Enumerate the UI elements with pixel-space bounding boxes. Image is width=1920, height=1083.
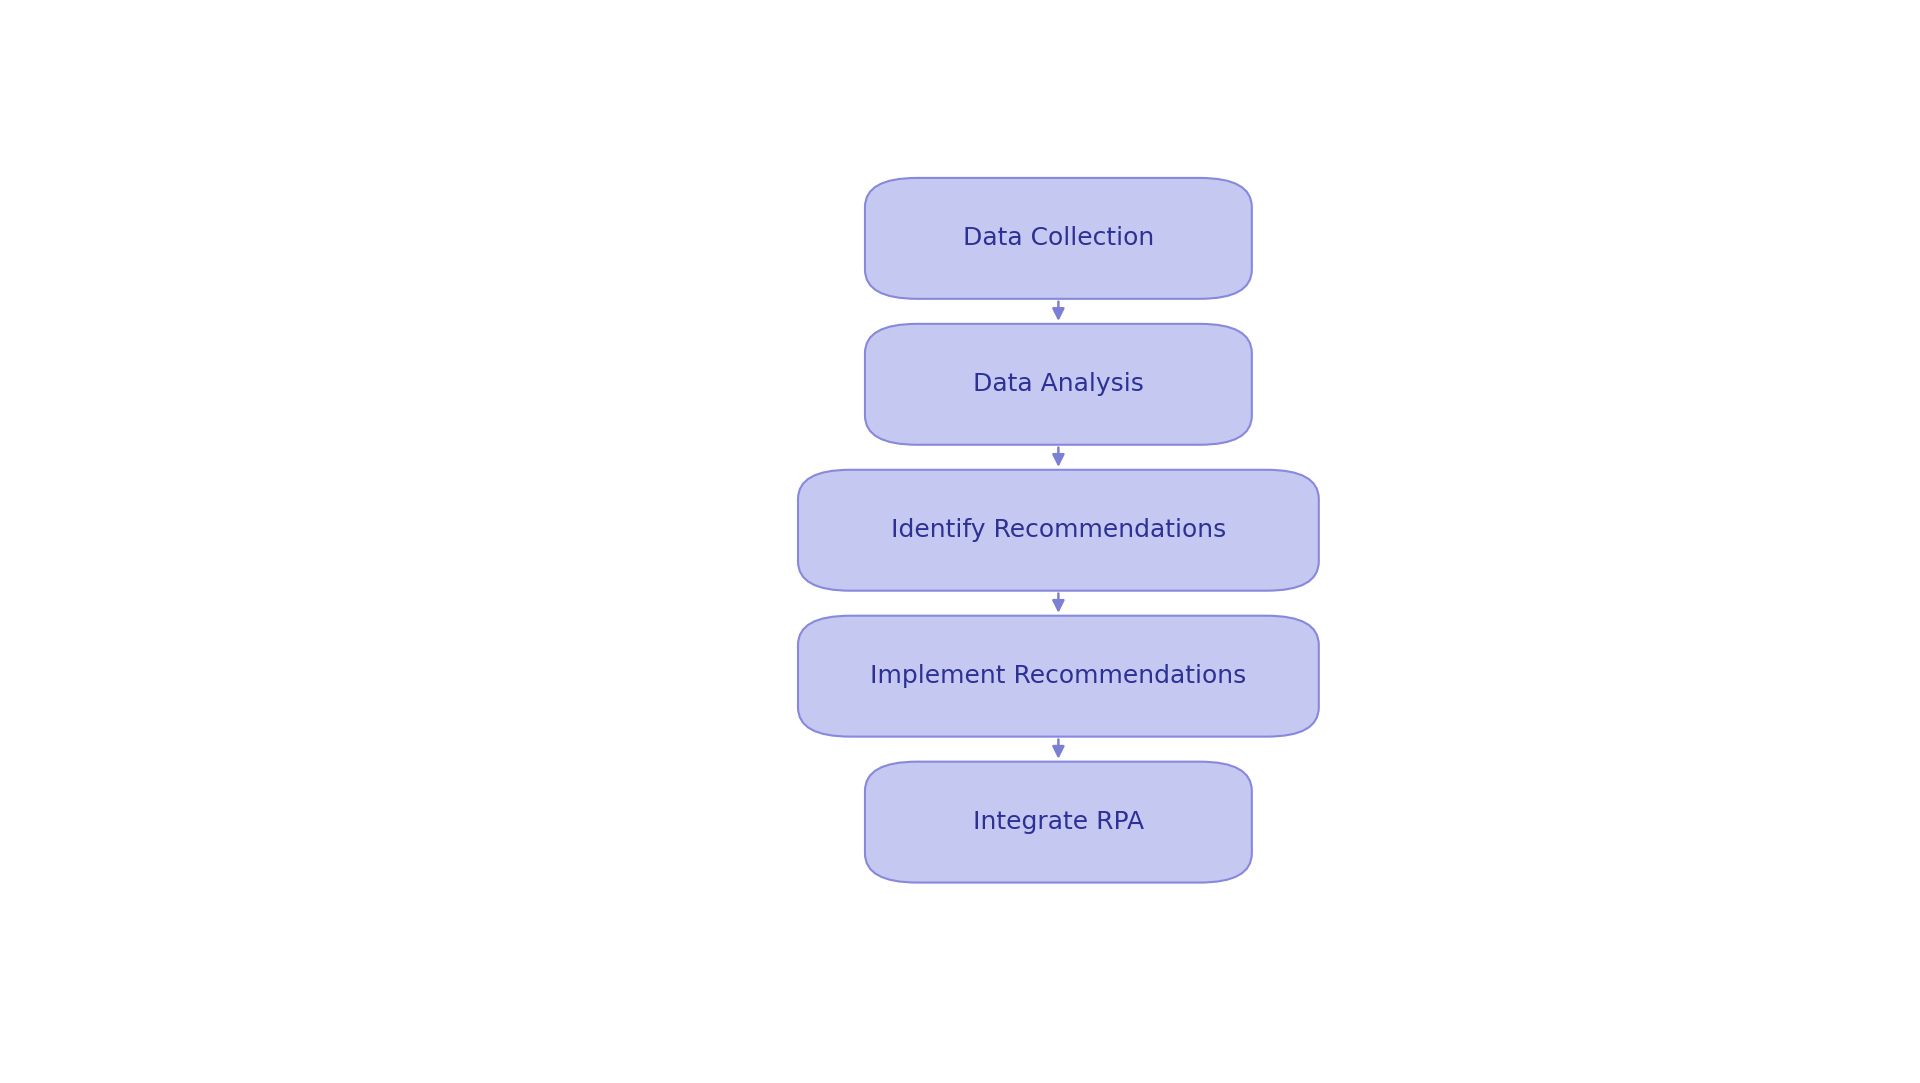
Text: Identify Recommendations: Identify Recommendations — [891, 519, 1227, 543]
FancyBboxPatch shape — [799, 470, 1319, 590]
Text: Data Collection: Data Collection — [962, 226, 1154, 250]
Text: Implement Recommendations: Implement Recommendations — [870, 664, 1246, 688]
FancyBboxPatch shape — [864, 761, 1252, 883]
FancyBboxPatch shape — [799, 616, 1319, 736]
Text: Data Analysis: Data Analysis — [973, 373, 1144, 396]
FancyBboxPatch shape — [864, 178, 1252, 299]
FancyBboxPatch shape — [864, 324, 1252, 445]
Text: Integrate RPA: Integrate RPA — [973, 810, 1144, 834]
